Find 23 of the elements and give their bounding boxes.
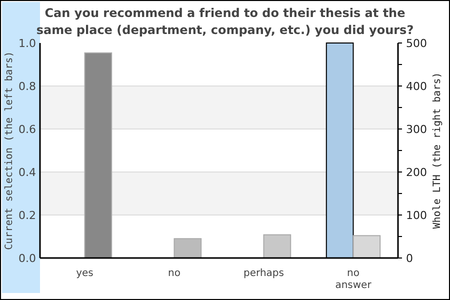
chart-title: Can you recommend a friend to do their thesis at the same place (department, company, etc.) you did yours? [36, 6, 414, 37]
y-tick-label: 0.6 [18, 123, 36, 136]
bar [263, 234, 292, 258]
y2-tick-label: 100 [406, 209, 427, 222]
y2-tick-label: 400 [406, 80, 427, 93]
x-tick-label: no [168, 268, 180, 279]
y2-tick-label: 200 [406, 166, 427, 179]
y-tick-label: 0.2 [18, 209, 36, 222]
y-tick-label: 0.0 [18, 252, 36, 265]
y2-axis-title: Whole LTH (the right bars) [432, 72, 443, 229]
y-tick-label: 0.8 [18, 80, 36, 93]
x-tick-label: perhaps [244, 268, 284, 279]
y2-tick-label: 500 [406, 37, 427, 50]
bar [174, 238, 202, 258]
y2-tick-label: 0 [406, 252, 413, 265]
y2-tick-label: 300 [406, 123, 427, 136]
bar [84, 52, 112, 258]
bar [352, 235, 381, 258]
x-tick-label: no answer [335, 268, 372, 291]
y-tick-label: 1.0 [18, 37, 36, 50]
y-axis-title: Current selection (the left bars) [4, 51, 15, 250]
x-tick-label: yes [76, 268, 94, 279]
y-tick-label: 0.4 [18, 166, 36, 179]
